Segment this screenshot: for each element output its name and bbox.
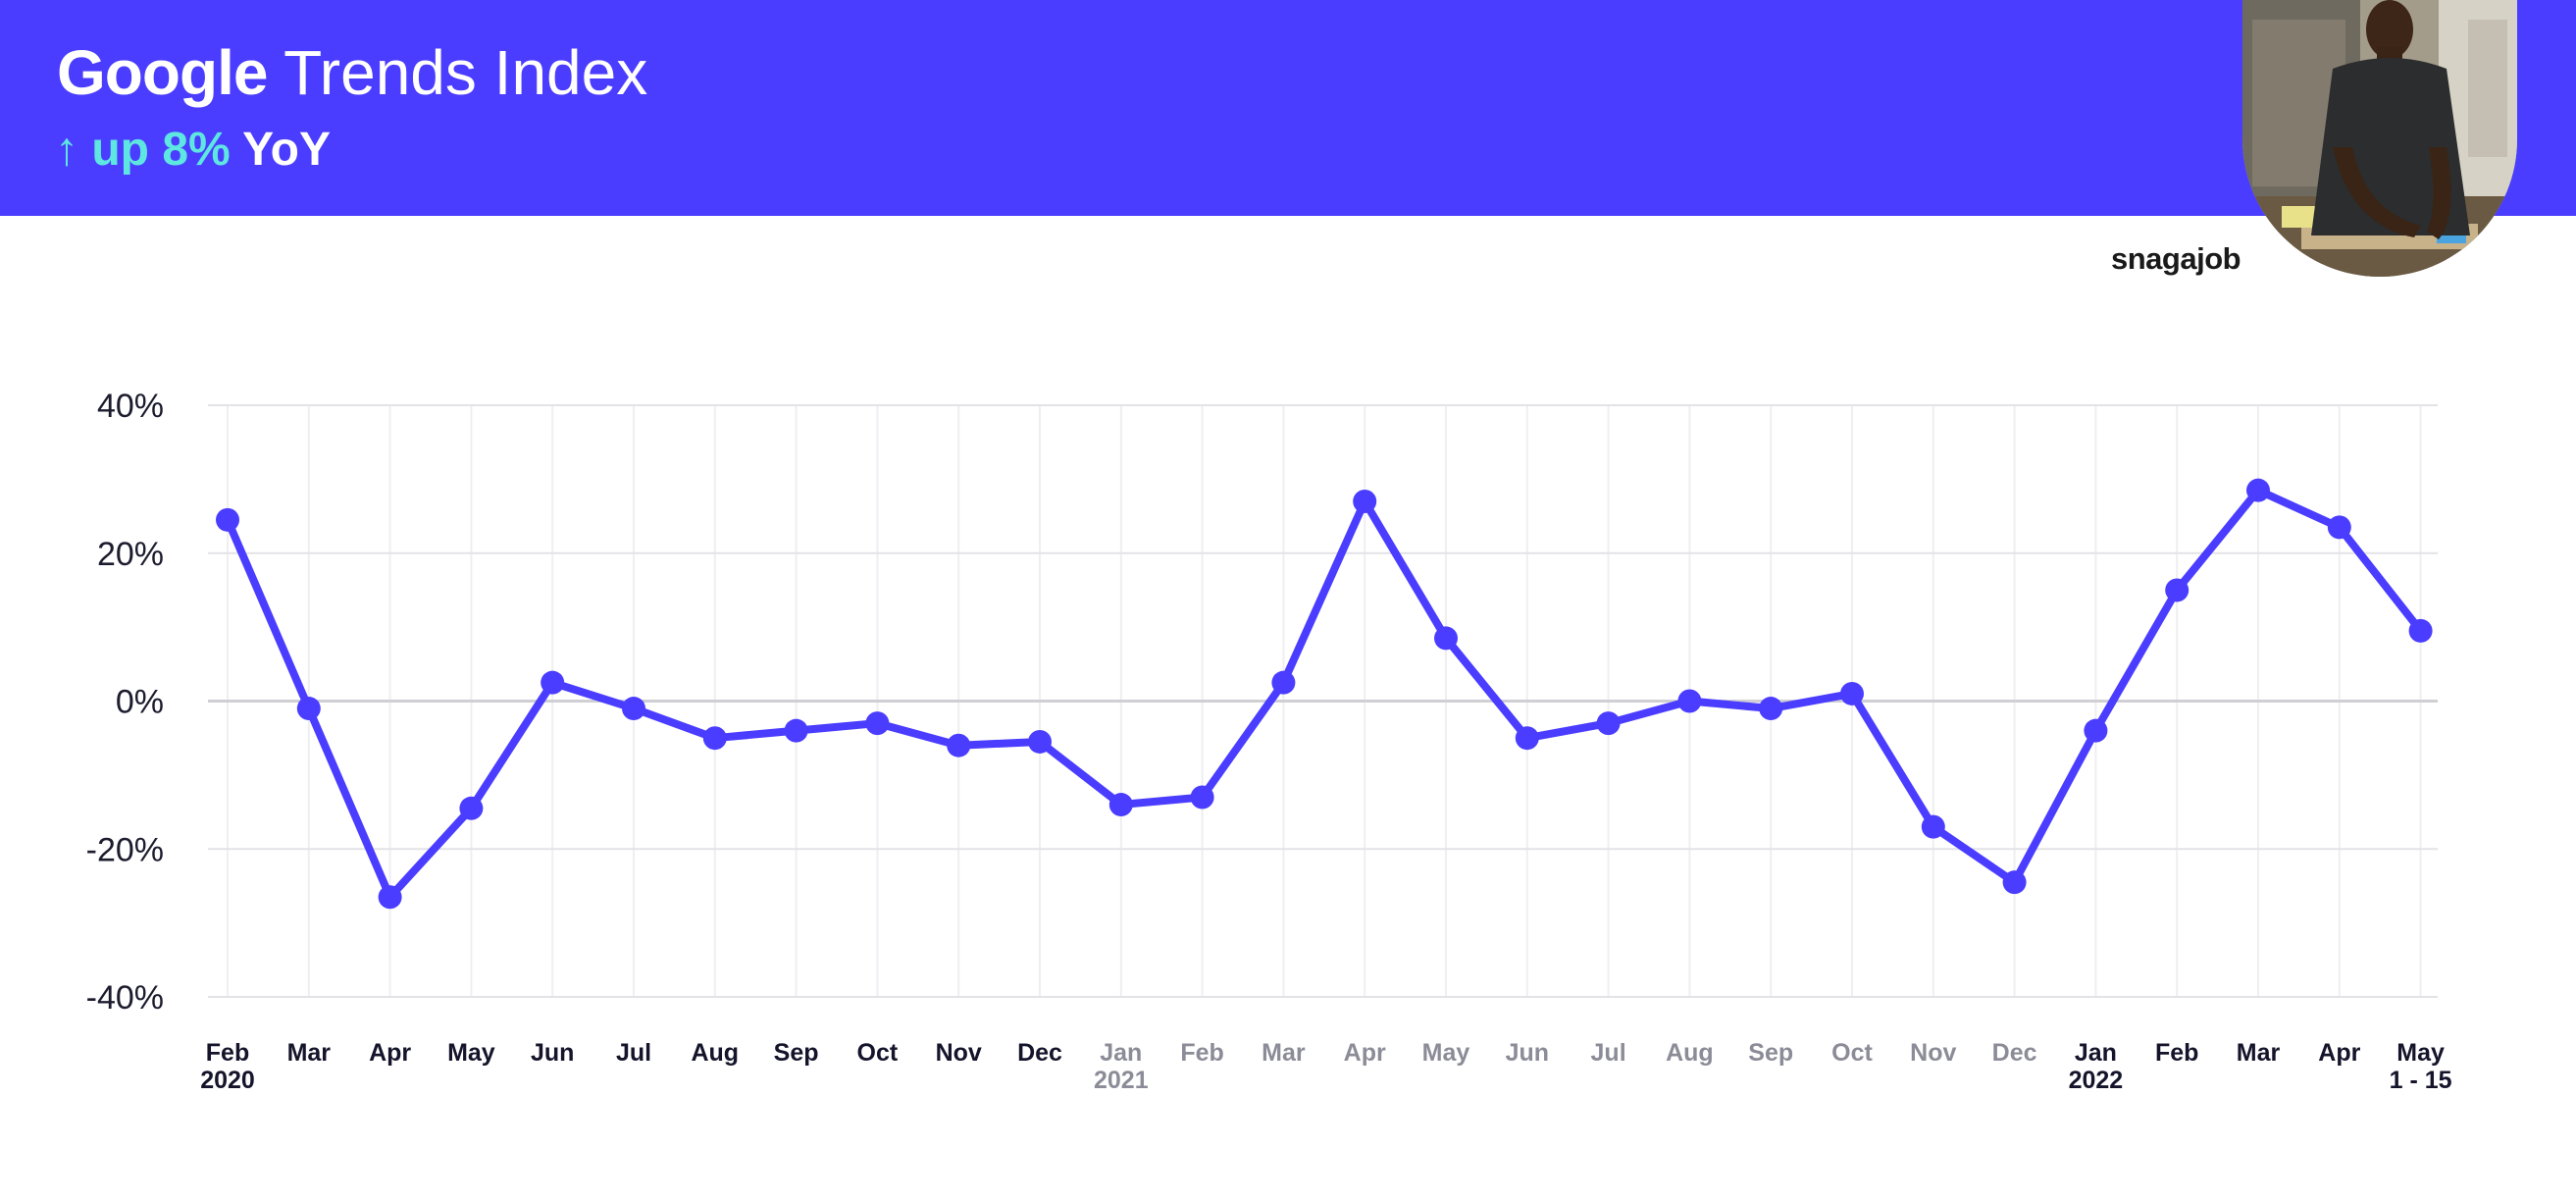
data-point <box>1028 729 1052 754</box>
x-tick-label: Nov <box>1910 1039 1956 1067</box>
data-point <box>2084 718 2108 743</box>
data-point <box>1596 711 1621 736</box>
x-tick-label: Oct <box>857 1039 899 1067</box>
x-tick-label: May <box>447 1039 495 1067</box>
x-tick-label: Jan <box>1100 1039 1142 1067</box>
data-points <box>216 478 2433 910</box>
data-point <box>2002 870 2027 895</box>
data-point <box>1677 689 1702 713</box>
x-tick-label: Dec <box>1992 1039 2037 1067</box>
data-point <box>1353 489 1377 513</box>
data-point <box>1271 670 1296 695</box>
x-tick-year-label: 2022 <box>2069 1067 2124 1094</box>
x-tick-label: Mar <box>1262 1039 1306 1067</box>
data-point <box>2327 515 2351 540</box>
x-tick-label: Jul <box>1591 1039 1626 1067</box>
x-tick-label: Sep <box>1748 1039 1793 1067</box>
data-point <box>459 796 484 820</box>
data-point <box>216 507 239 532</box>
data-point <box>296 697 321 721</box>
data-point <box>1434 626 1458 651</box>
x-tick-year-label: 2021 <box>1094 1067 1149 1094</box>
data-point <box>947 733 971 757</box>
title-text: Trends Index <box>283 37 648 108</box>
y-tick-label: -20% <box>86 831 164 868</box>
yoy-change: up 8% <box>91 124 231 176</box>
x-tick-year-label: 1 - 15 <box>2390 1067 2452 1094</box>
data-point <box>378 885 402 910</box>
data-point <box>2408 618 2433 643</box>
series-line <box>224 486 2425 902</box>
x-tick-label: Apr <box>1344 1039 1386 1067</box>
y-tick-label: 40% <box>97 388 164 425</box>
yoy-label: YoY <box>242 124 331 176</box>
arrow-up-icon: ↑ <box>55 124 78 176</box>
data-point <box>1515 726 1539 751</box>
x-tick-label: Mar <box>2237 1039 2281 1067</box>
x-tick-label: Aug <box>1666 1039 1714 1067</box>
snagajob-logo: snagajob <box>2111 241 2241 276</box>
data-point <box>541 670 565 695</box>
data-point <box>1190 785 1214 809</box>
x-tick-label: Feb <box>2155 1039 2198 1067</box>
x-tick-label: Sep <box>774 1039 819 1067</box>
x-tick-label: Nov <box>936 1039 982 1067</box>
x-tick-label: Jan <box>2075 1039 2117 1067</box>
x-tick-label: Feb <box>206 1039 249 1067</box>
x-tick-label: Jun <box>1506 1039 1549 1067</box>
data-point <box>1759 697 1783 721</box>
data-point <box>622 697 645 721</box>
x-tick-label: Mar <box>287 1039 332 1067</box>
page-title: Google Trends Index <box>57 33 647 112</box>
y-tick-label: 20% <box>97 536 164 573</box>
x-tick-year-label: 2020 <box>200 1067 255 1094</box>
data-point <box>2246 478 2270 502</box>
y-tick-label: 0% <box>116 684 164 721</box>
x-tick-label: May <box>1422 1039 1470 1067</box>
x-tick-label: Aug <box>691 1039 739 1067</box>
data-point <box>1921 814 1945 839</box>
chart-grid: -40% -20% 0% 20% 40% <box>86 388 2438 1017</box>
data-point <box>1840 681 1864 705</box>
data-point <box>865 711 890 736</box>
data-point <box>2165 578 2190 602</box>
x-tick-label: Jun <box>531 1039 574 1067</box>
header-banner <box>0 0 2576 216</box>
y-tick-label: -40% <box>86 979 164 1017</box>
x-tick-label: Apr <box>369 1039 411 1067</box>
x-tick-label: Feb <box>1180 1039 1223 1067</box>
page-subtitle: ↑ up 8% YoY <box>55 120 331 181</box>
data-point <box>1108 793 1133 817</box>
x-tick-label: May <box>2396 1039 2445 1067</box>
data-point <box>702 726 727 751</box>
x-tick-label: Jul <box>616 1039 651 1067</box>
title-brand: Google <box>57 37 268 108</box>
x-tick-label: Apr <box>2318 1039 2360 1067</box>
x-tick-label: Oct <box>1831 1039 1873 1067</box>
data-point <box>784 718 808 743</box>
x-tick-label: Dec <box>1017 1039 1062 1067</box>
